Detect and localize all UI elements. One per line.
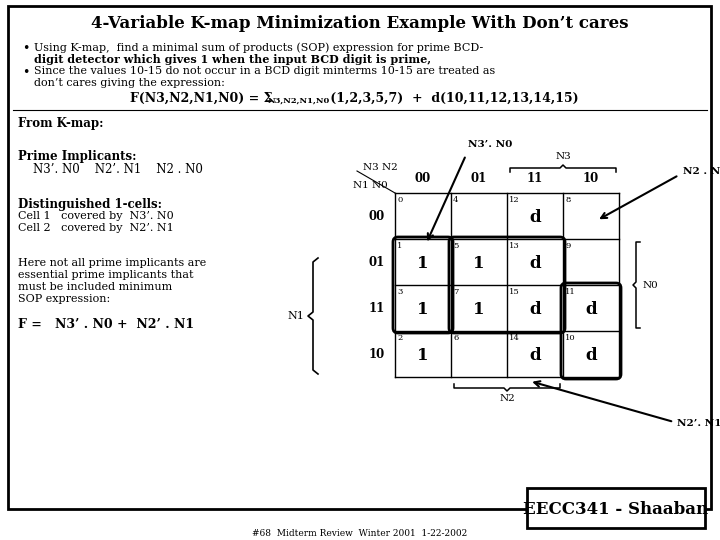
Text: SOP expression:: SOP expression: xyxy=(18,294,110,304)
Text: 1: 1 xyxy=(397,242,402,250)
Text: 2: 2 xyxy=(397,334,402,342)
Text: 10: 10 xyxy=(369,348,385,361)
Text: 5: 5 xyxy=(453,242,459,250)
Text: F =   N3’ . N0 +  N2’ . N1: F = N3’ . N0 + N2’ . N1 xyxy=(18,318,194,331)
Text: 9: 9 xyxy=(565,242,570,250)
Text: N1: N1 xyxy=(287,311,305,321)
Text: Using K-map,  find a minimal sum of products (SOP) expression for prime BCD-: Using K-map, find a minimal sum of produ… xyxy=(34,42,483,52)
Text: N2’. N1: N2’. N1 xyxy=(677,418,720,428)
Text: N0: N0 xyxy=(643,280,659,289)
Text: 4: 4 xyxy=(453,196,459,204)
Bar xyxy=(527,488,705,528)
Text: d: d xyxy=(529,210,541,226)
Text: Cell 2   covered by  N2’. N1: Cell 2 covered by N2’. N1 xyxy=(18,223,174,233)
Text: From K-map:: From K-map: xyxy=(18,117,104,130)
Text: F(N3,N2,N1,N0) = Σ: F(N3,N2,N1,N0) = Σ xyxy=(130,92,272,105)
Text: 1: 1 xyxy=(418,348,428,364)
Text: N3’. N0: N3’. N0 xyxy=(468,140,513,149)
Text: N1 N0: N1 N0 xyxy=(353,180,388,190)
Text: d: d xyxy=(529,255,541,273)
Text: 01: 01 xyxy=(471,172,487,185)
Text: 11: 11 xyxy=(565,288,576,296)
Text: 10: 10 xyxy=(565,334,575,342)
Text: N3,N2,N1,N0: N3,N2,N1,N0 xyxy=(268,97,330,105)
Text: Here not all prime implicants are: Here not all prime implicants are xyxy=(18,258,206,268)
Text: 15: 15 xyxy=(509,288,520,296)
Text: 00: 00 xyxy=(369,210,385,222)
Text: 01: 01 xyxy=(369,255,385,268)
Text: #68  Midterm Review  Winter 2001  1-22-2002: #68 Midterm Review Winter 2001 1-22-2002 xyxy=(253,529,467,537)
Text: 3: 3 xyxy=(397,288,402,296)
Text: Cell 1   covered by  N3’. N0: Cell 1 covered by N3’. N0 xyxy=(18,211,174,221)
Text: 4-Variable K-map Minimization Example With Don’t cares: 4-Variable K-map Minimization Example Wi… xyxy=(91,16,629,32)
Text: Since the values 10-15 do not occur in a BCD digit minterms 10-15 are treated as: Since the values 10-15 do not occur in a… xyxy=(34,66,495,76)
Text: N3’. N0    N2’. N1    N2 . N0: N3’. N0 N2’. N1 N2 . N0 xyxy=(18,163,203,176)
Text: N2: N2 xyxy=(499,394,515,403)
Text: 10: 10 xyxy=(583,172,599,185)
Text: 8: 8 xyxy=(565,196,570,204)
Text: 6: 6 xyxy=(453,334,458,342)
Text: •: • xyxy=(22,66,30,79)
Text: Prime Implicants:: Prime Implicants: xyxy=(18,150,137,163)
Text: essential prime implicants that: essential prime implicants that xyxy=(18,270,194,280)
Text: 00: 00 xyxy=(415,172,431,185)
Text: 0: 0 xyxy=(397,196,402,204)
Text: d: d xyxy=(529,301,541,319)
Text: 1: 1 xyxy=(473,255,485,273)
Text: d: d xyxy=(529,348,541,364)
Text: 7: 7 xyxy=(453,288,459,296)
Text: 14: 14 xyxy=(509,334,520,342)
Text: 13: 13 xyxy=(509,242,520,250)
Text: 1: 1 xyxy=(418,255,428,273)
Text: 1: 1 xyxy=(418,301,428,319)
Text: d: d xyxy=(585,301,597,319)
Text: digit detector which gives 1 when the input BCD digit is prime,: digit detector which gives 1 when the in… xyxy=(34,54,431,65)
Text: EECC341 - Shaaban: EECC341 - Shaaban xyxy=(523,502,708,518)
Text: •: • xyxy=(22,42,30,55)
Text: (1,2,3,5,7)  +  d(10,11,12,13,14,15): (1,2,3,5,7) + d(10,11,12,13,14,15) xyxy=(326,92,579,105)
Text: d: d xyxy=(585,348,597,364)
Text: 11: 11 xyxy=(527,172,543,185)
Text: 1: 1 xyxy=(473,301,485,319)
Text: N2 . N0: N2 . N0 xyxy=(683,166,720,176)
Text: 12: 12 xyxy=(509,196,520,204)
Text: don’t cares giving the expression:: don’t cares giving the expression: xyxy=(34,78,225,88)
Text: N3: N3 xyxy=(555,152,571,161)
Text: Distinguished 1-cells:: Distinguished 1-cells: xyxy=(18,198,162,211)
Text: N3 N2: N3 N2 xyxy=(363,164,397,172)
Text: must be included minimum: must be included minimum xyxy=(18,282,172,292)
Text: 11: 11 xyxy=(369,301,385,314)
